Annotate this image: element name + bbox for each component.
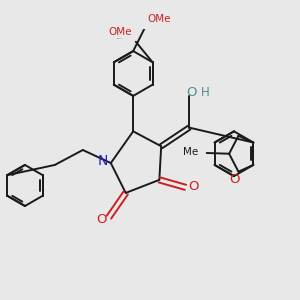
Text: O: O	[96, 213, 107, 226]
Text: Me: Me	[183, 147, 199, 157]
Text: methoxy: methoxy	[117, 38, 123, 39]
Text: N: N	[98, 154, 108, 168]
Text: O: O	[187, 86, 197, 99]
Text: OMe: OMe	[147, 14, 171, 24]
Text: O: O	[188, 180, 199, 193]
Text: O: O	[230, 173, 240, 186]
Text: OMe: OMe	[109, 27, 132, 37]
Text: H: H	[200, 86, 209, 99]
